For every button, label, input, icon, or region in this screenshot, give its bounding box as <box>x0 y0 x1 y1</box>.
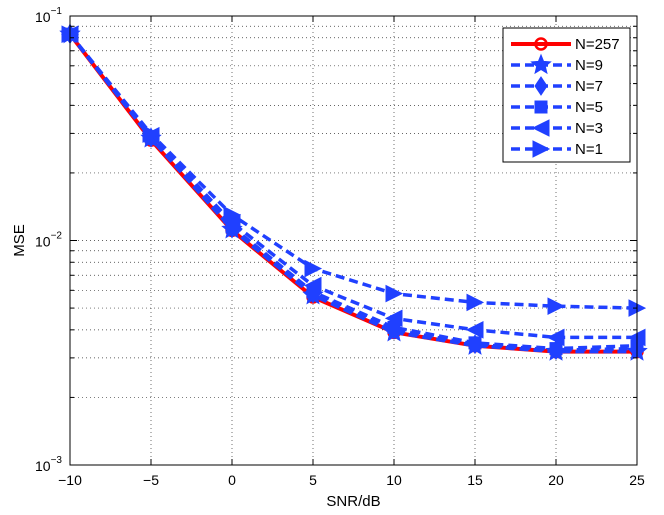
legend-marker <box>532 140 551 158</box>
data-point <box>547 297 566 315</box>
data-point <box>303 276 322 295</box>
legend-label: N=9 <box>575 57 603 74</box>
data-point <box>384 309 403 328</box>
legend-item: N=5 <box>511 99 603 116</box>
legend-item: N=9 <box>511 53 603 75</box>
legend-label: N=7 <box>575 78 603 95</box>
x-axis-label: SNR/dB <box>326 493 380 510</box>
data-point <box>466 293 485 312</box>
x-tick-label: 15 <box>467 472 483 488</box>
series-line <box>68 33 638 351</box>
legend-label: N=257 <box>575 36 620 53</box>
data-point <box>468 336 482 350</box>
data-point <box>549 342 563 356</box>
x-tick-label: 10 <box>386 472 402 488</box>
legend-item: N=1 <box>511 140 603 158</box>
legend-marker <box>534 100 548 114</box>
legend-marker <box>534 76 548 96</box>
legend-label: N=1 <box>575 141 603 158</box>
data-point <box>142 125 161 143</box>
series-layer <box>59 22 648 361</box>
y-tick-label: 10−1 <box>35 6 62 25</box>
x-tick-label: −5 <box>143 472 159 488</box>
series-line <box>68 33 638 310</box>
y-tick-label: 10−2 <box>35 231 62 250</box>
data-point <box>385 284 404 303</box>
legend-marker <box>531 119 550 137</box>
legend-marker <box>534 37 548 51</box>
series-n-1 <box>61 25 647 317</box>
legend-label: N=3 <box>575 120 603 137</box>
x-tick-label: 5 <box>309 472 317 488</box>
series-line <box>68 33 637 340</box>
legend: N=257 N=9 N=7 N=5 N=3 N=1 <box>502 27 631 163</box>
tick-layer: −10 −5 0 5 10 15 20 25 10−3 10−2 10−1 <box>35 6 645 488</box>
data-point <box>465 321 484 339</box>
x-tick-label: 20 <box>548 472 564 488</box>
legend-item: N=3 <box>511 119 603 137</box>
legend-label: N=5 <box>575 99 603 116</box>
legend-item: N=257 <box>511 36 620 53</box>
data-point <box>546 328 565 347</box>
legend-box <box>502 27 631 163</box>
x-tick-label: −10 <box>58 472 82 488</box>
data-point <box>304 259 323 278</box>
y-tick-label: 10−3 <box>35 455 62 474</box>
x-tick-label: 0 <box>228 472 236 488</box>
data-point <box>223 206 242 224</box>
legend-item: N=7 <box>511 76 603 96</box>
y-axis-label: MSE <box>11 224 28 257</box>
legend-marker <box>530 53 552 75</box>
x-tick-label: 25 <box>629 472 645 488</box>
